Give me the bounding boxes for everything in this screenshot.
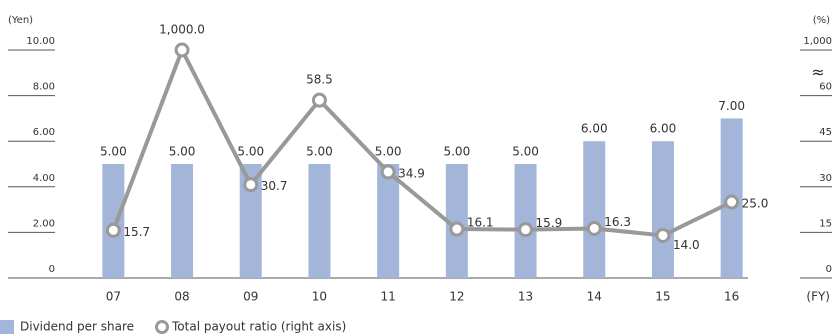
line-label: 1,000.0 [159,23,205,37]
line-marker [105,222,121,238]
x-tick-label: 12 [449,290,464,304]
x-tick-label: 11 [381,290,396,304]
line-marker [724,194,740,210]
bar-label: 6.00 [581,122,608,136]
x-tick-label: 09 [243,290,258,304]
line-label: 15.7 [123,225,150,239]
y-tick-label: 0 [49,264,55,275]
line-label: 30.7 [261,179,288,193]
y2-tick-label: 1,000 [803,36,832,47]
x-tick-label: 08 [174,290,189,304]
bar-label: 5.00 [100,145,127,159]
line-label: 34.9 [398,166,425,180]
bar [239,164,262,278]
line-marker [243,177,259,193]
legend-label: Dividend per share [20,320,134,334]
line-label: 16.3 [604,215,631,229]
y-tick-label: 10.00 [26,36,55,47]
x-tick-label: 13 [518,290,533,304]
bar [445,164,468,278]
axis-break: ≈ [811,62,824,81]
line-label: 15.9 [536,216,563,230]
line-label: 58.5 [306,73,333,87]
x-tick-label: 16 [724,290,739,304]
bar-label: 5.00 [237,145,264,159]
line-marker [311,92,327,108]
bar [377,164,400,278]
y-axis-label: (Yen) [8,15,33,26]
bar [102,164,125,278]
line-marker [586,220,602,236]
y2-tick-label: 30 [819,173,832,184]
y-tick-label: 8.00 [33,82,55,93]
bar [583,141,606,278]
line-label: 25.0 [742,197,769,211]
y-tick-label: 6.00 [33,127,55,138]
bar-label: 5.00 [169,145,196,159]
y2-tick-label: 15 [819,218,832,229]
line-label: 16.1 [467,216,494,230]
x-tick-label: 10 [312,290,327,304]
line [111,48,733,238]
legend-swatch [155,320,169,334]
x-tick-label: 07 [106,290,121,304]
line-marker [380,164,396,180]
bar-label: 7.00 [718,99,745,113]
line-marker [449,221,465,237]
y2-tick-label: 0 [826,264,832,275]
x-tick-label: 14 [587,290,602,304]
bar-label: 6.00 [650,122,677,136]
bar [308,164,331,278]
bar-label: 5.00 [375,145,402,159]
x-tick-label: 15 [655,290,670,304]
bar-label: 5.00 [306,145,333,159]
line-marker [518,222,534,238]
bar [171,164,194,278]
x-axis-label: (FY) [806,290,830,304]
bar [514,164,537,278]
y2-tick-label: 60 [819,82,832,93]
legend-swatch [0,320,14,334]
line-marker [655,227,671,243]
y2-tick-label: 45 [819,127,832,138]
line-marker [174,42,190,58]
legend-label: Total payout ratio (right axis) [171,320,346,334]
bar-label: 5.00 [512,145,539,159]
y-tick-label: 2.00 [33,218,55,229]
line-label: 14.0 [673,238,700,252]
bar [651,141,674,278]
y-tick-label: 4.00 [33,173,55,184]
y2-axis-label: (%) [813,15,830,26]
bar-label: 5.00 [443,145,470,159]
